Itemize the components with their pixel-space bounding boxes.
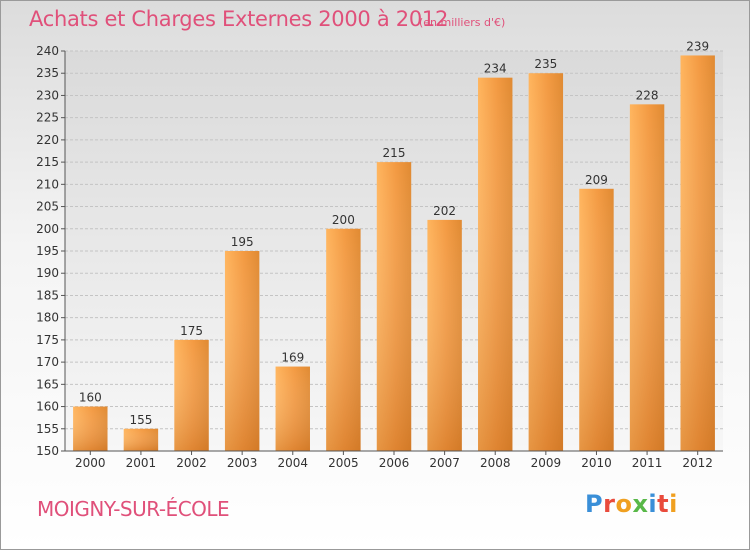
x-tick-label: 2008	[480, 456, 511, 470]
logo-letter: t	[657, 490, 670, 518]
x-tick-label: 2004	[277, 456, 308, 470]
bar-shade	[478, 77, 513, 452]
data-label: 169	[281, 351, 304, 365]
logo-letter: P	[585, 490, 604, 518]
bar-shade	[73, 406, 108, 451]
data-label: 202	[433, 204, 456, 218]
data-label: 155	[129, 413, 152, 427]
logo-letter: i	[669, 490, 678, 518]
data-label: 239	[686, 39, 709, 53]
x-tick-label: 2001	[126, 456, 157, 470]
bar-shade	[528, 73, 564, 451]
bar-shade	[224, 251, 260, 451]
data-label: 234	[484, 62, 507, 76]
y-tick-label: 185	[36, 288, 59, 302]
logo-letter: i	[648, 490, 658, 518]
logo-letter: x	[632, 490, 649, 518]
y-tick-label: 150	[36, 444, 59, 458]
data-label: 200	[332, 213, 355, 227]
data-labels: 160 155 175 195 169 200 215 202 234 235 209 228 239	[79, 39, 709, 426]
logo-letter: o	[615, 490, 633, 518]
y-tick-label: 225	[36, 111, 59, 125]
y-tick-label: 155	[36, 422, 59, 436]
x-tick-labels: 2000 2001 2002 2003 2004 2005 2006 2007 2008 2009…	[75, 451, 713, 470]
y-tick-label: 175	[36, 333, 59, 347]
data-label: 215	[383, 146, 406, 160]
y-tick-label: 190	[36, 266, 59, 280]
y-tick-label: 220	[36, 133, 59, 147]
data-label: 228	[636, 88, 659, 102]
bar-shade	[326, 228, 361, 451]
bar-shade	[123, 428, 159, 451]
bar-shade	[275, 366, 310, 451]
chart-title: Achats et Charges Externes 2000 à 2012	[29, 7, 449, 31]
x-tick-label: 2002	[176, 456, 207, 470]
y-tick-label: 170	[36, 355, 59, 369]
x-tick-label: 2000	[75, 456, 106, 470]
x-tick-label: 2006	[379, 456, 410, 470]
y-tick-labels: 150 155 160 165 170 175 180 185 190 195 200 205 210 2…	[36, 44, 65, 458]
y-tick-label: 215	[36, 155, 59, 169]
y-tick-label: 230	[36, 88, 59, 102]
x-tick-label: 2007	[429, 456, 460, 470]
x-tick-label: 2009	[531, 456, 562, 470]
x-tick-label: 2012	[682, 456, 713, 470]
y-tick-label: 240	[36, 44, 59, 58]
bar-shade	[629, 104, 665, 451]
x-tick-label: 2005	[328, 456, 359, 470]
data-label: 160	[79, 391, 102, 405]
bars	[73, 55, 715, 452]
y-tick-label: 235	[36, 66, 59, 80]
bar-shade	[680, 55, 715, 451]
bar-shade	[579, 188, 614, 451]
x-tick-label: 2010	[581, 456, 612, 470]
x-tick-label: 2003	[227, 456, 258, 470]
proxiti-logo: Proxiti	[585, 490, 678, 518]
x-tick-label: 2011	[632, 456, 663, 470]
y-tick-label: 210	[36, 177, 59, 191]
y-tick-label: 160	[36, 400, 59, 414]
y-tick-label: 180	[36, 311, 59, 325]
data-label: 235	[534, 57, 557, 71]
data-label: 209	[585, 173, 608, 187]
unit-note: (en milliers d'€)	[419, 16, 506, 29]
y-tick-label: 200	[36, 222, 59, 236]
data-label: 175	[180, 324, 203, 338]
y-tick-label: 165	[36, 377, 59, 391]
commune-name: MOIGNY-SUR-ÉCOLE	[37, 497, 230, 521]
logo-letter: r	[603, 490, 616, 518]
bar-shade	[427, 219, 462, 451]
y-tick-label: 195	[36, 244, 59, 258]
bar-shade	[174, 339, 209, 451]
bar-shade	[376, 162, 412, 451]
data-label: 195	[231, 235, 254, 249]
y-tick-label: 205	[36, 200, 59, 214]
